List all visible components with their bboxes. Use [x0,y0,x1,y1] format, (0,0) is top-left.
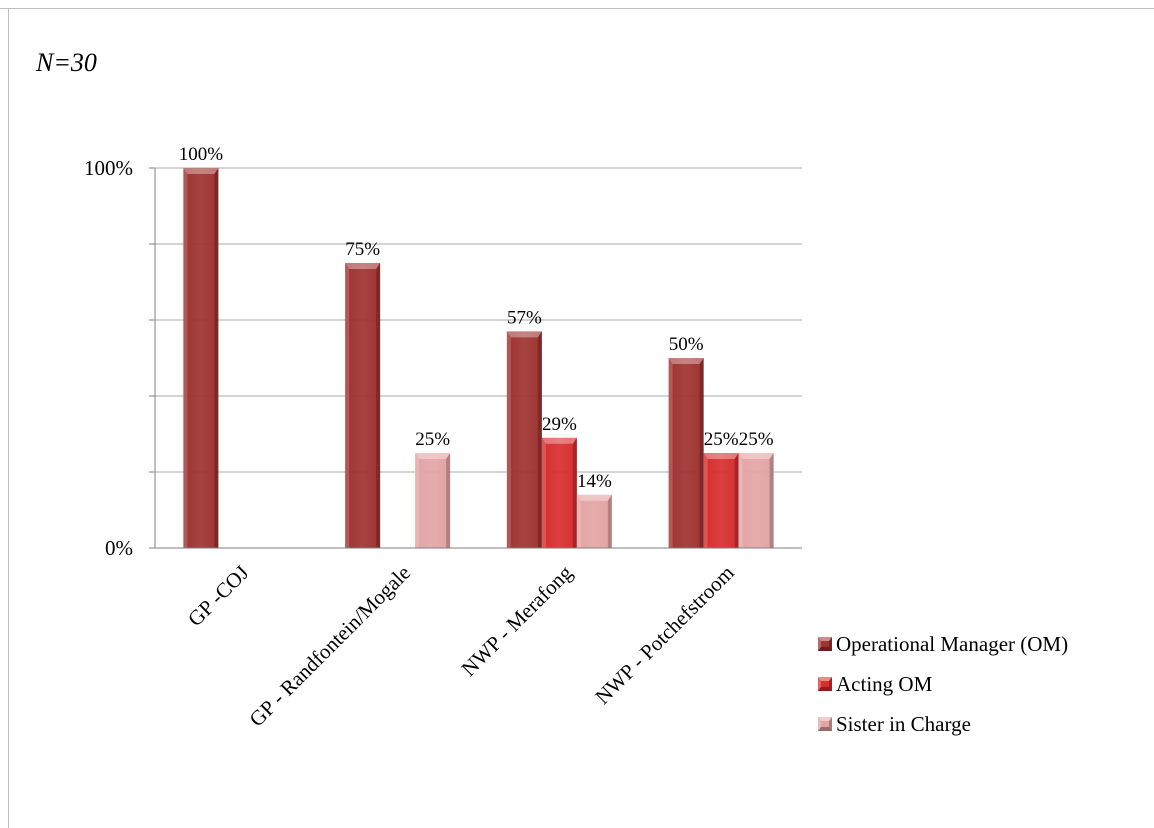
bar [415,453,451,548]
bar [183,168,219,548]
x-category-label: NWP - Potchefstroom [590,561,738,709]
bar [541,437,577,548]
legend-label: Acting OM [836,671,933,696]
data-label: 100% [179,144,224,165]
y-tick-label: 0% [105,536,133,560]
sample-size-note: N=30 [36,48,97,77]
bar [703,453,739,548]
data-label: 25% [739,429,774,450]
data-label: 14% [577,471,612,492]
x-category-label: NWP - Merafong [457,560,578,681]
bar [668,358,704,548]
legend-item: Acting OM [818,664,1068,704]
legend-item: Operational Manager (OM) [818,624,1068,664]
legend-swatch [818,717,832,731]
legend: Operational Manager (OM) Acting OM Sister … [818,624,1068,744]
legend-swatch [818,677,832,691]
data-label: 57% [507,307,542,328]
x-category-label: GP - Randfontein/Mogale [244,561,415,732]
legend-label: Sister in Charge [836,711,971,736]
data-label: 50% [669,334,704,355]
bar [345,263,381,548]
bar [738,453,774,548]
frame-left-border [8,8,9,828]
y-tick-label: 100% [84,156,133,180]
legend-swatch [818,637,832,651]
legend-label: Operational Manager (OM) [836,631,1069,656]
bar [576,494,612,548]
data-label: 25% [704,429,739,450]
legend-item: Sister in Charge [818,704,1068,744]
bar [506,331,542,548]
x-category-label: GP -COJ [183,561,253,631]
frame-top-border [0,8,1154,9]
data-label: 29% [542,414,577,435]
data-label: 25% [415,429,450,450]
data-label: 75% [345,239,380,260]
